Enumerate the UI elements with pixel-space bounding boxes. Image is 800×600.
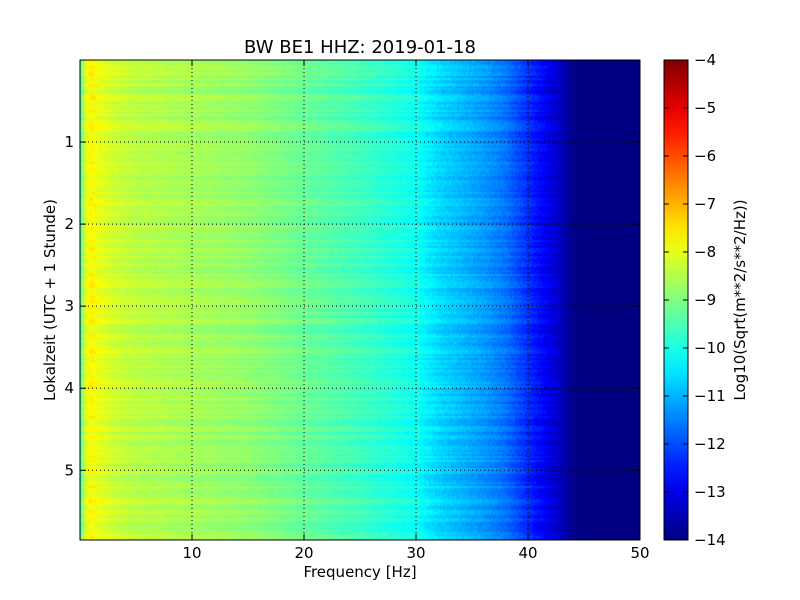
plot-frame <box>79 59 641 541</box>
x-tick-label: 50 <box>630 544 649 562</box>
colorbar-tick-label: −6 <box>694 147 716 165</box>
y-tick-label: 1 <box>64 133 74 151</box>
x-tick-label: 30 <box>406 544 425 562</box>
colorbar-tick-label: −10 <box>694 339 726 357</box>
colorbar-tick-label: −9 <box>694 291 716 309</box>
colorbar-tick-label: −14 <box>694 531 726 549</box>
colorbar-tick-label: −13 <box>694 483 726 501</box>
x-tick-label: 20 <box>294 544 313 562</box>
y-tick-label: 5 <box>64 461 74 479</box>
colorbar-tick-label: −8 <box>694 243 716 261</box>
colorbar-tick-label: −11 <box>694 387 726 405</box>
x-tick-label: 40 <box>518 544 537 562</box>
y-axis-label: Lokalzeit (UTC + 1 Stunde) <box>41 199 59 401</box>
colorbar-tick-label: −12 <box>694 435 726 453</box>
colorbar-tick-label: −7 <box>694 195 716 213</box>
x-axis-label: Frequency [Hz] <box>303 563 416 581</box>
chart-title: BW BE1 HHZ: 2019-01-18 <box>244 37 476 58</box>
colorbar: −4 −5 −6 −7 −8 −9 −10 −11 −12 −13 −14 <box>663 51 726 549</box>
y-tick-label: 3 <box>64 297 74 315</box>
spectrogram-heatmap <box>80 60 640 540</box>
x-axis-ticks: 10 20 30 40 50 <box>182 60 650 562</box>
y-tick-label: 2 <box>64 215 74 233</box>
colorbar-tick-label: −5 <box>694 99 716 117</box>
colorbar-ticks: −4 −5 −6 −7 −8 −9 −10 −11 −12 −13 −14 <box>664 51 726 549</box>
colorbar-tick-label: −4 <box>694 51 716 69</box>
y-tick-label: 4 <box>64 379 74 397</box>
colorbar-label: Log10(Sqrt(m**2/s**2/Hz)) <box>731 199 749 400</box>
y-axis-ticks: 1 2 3 4 5 <box>64 133 640 479</box>
x-tick-label: 10 <box>182 544 201 562</box>
plot-area: 10 20 30 40 50 1 2 3 4 5 <box>64 59 650 562</box>
grid-lines <box>80 60 640 540</box>
